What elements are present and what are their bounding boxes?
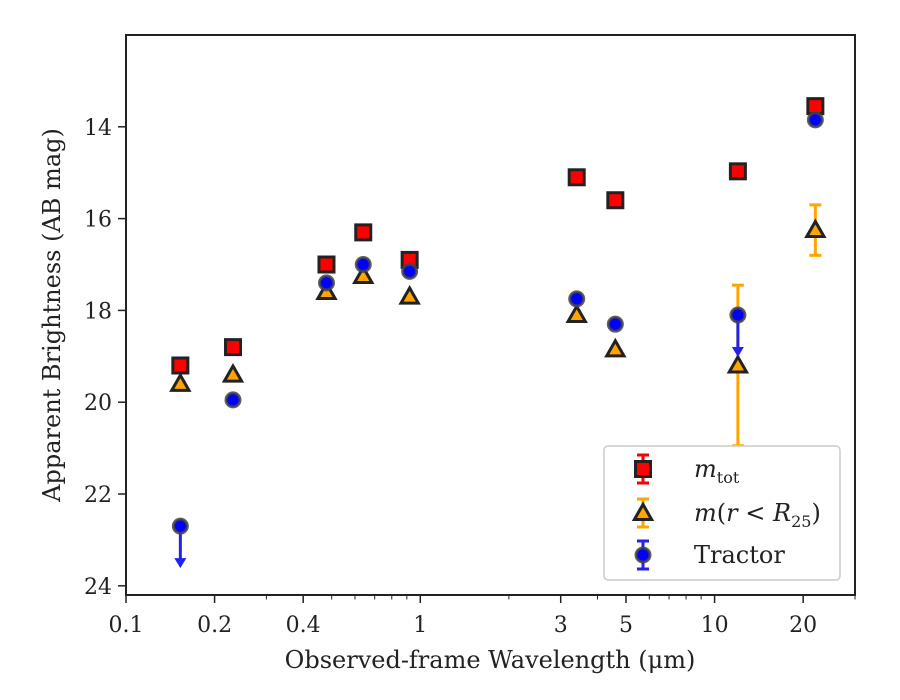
- x-tick-label: 3: [554, 613, 568, 638]
- y-axis: 14 16 18 20 22 24: [84, 116, 126, 600]
- data-point-square: [171, 356, 190, 375]
- series-square: [171, 97, 825, 375]
- data-point-triangle: [565, 303, 588, 323]
- data-point-square: [317, 255, 336, 274]
- data-point-circle: [806, 111, 824, 129]
- data-point-triangle: [169, 372, 192, 392]
- plot-marks: [169, 97, 827, 569]
- data-point-square: [728, 162, 747, 181]
- data-point-square: [224, 338, 243, 357]
- data-point-circle: [354, 256, 372, 274]
- legend-label-tractor: Tractor: [694, 541, 785, 569]
- y-axis-title: Apparent Brightness (AB mag): [38, 128, 66, 503]
- y-tick-label: 24: [84, 575, 112, 600]
- legend-label-mr: m(r < R25): [694, 499, 821, 531]
- data-point-circle: [401, 262, 419, 280]
- data-point-square: [806, 97, 825, 116]
- data-point-circle: [606, 315, 624, 333]
- data-point-triangle: [631, 501, 655, 521]
- data-point-square: [567, 168, 586, 187]
- x-tick-label: 1: [413, 613, 427, 638]
- x-tick-label: 10: [701, 613, 729, 638]
- upper-limit-arrowhead: [174, 558, 187, 569]
- data-point-triangle: [726, 353, 750, 374]
- data-point-circle: [224, 391, 242, 409]
- data-point-circle: [634, 546, 652, 564]
- legend: mtot m(r < R25) Tractor: [603, 445, 841, 581]
- y-tick-label: 18: [84, 299, 112, 324]
- data-point-circle: [568, 290, 586, 308]
- x-tick-label: 5: [619, 613, 633, 638]
- upper-limit-arrowhead: [731, 347, 744, 357]
- data-point-triangle: [398, 284, 421, 305]
- y-tick-label: 22: [84, 483, 112, 508]
- data-point-square: [606, 191, 625, 210]
- x-tick-label: 0.4: [286, 613, 321, 638]
- data-point-circle: [171, 517, 189, 535]
- data-point-circle: [729, 306, 747, 324]
- legend-label-mtot: mtot: [694, 455, 740, 487]
- x-tick-label: 0.2: [197, 613, 232, 638]
- x-axis: 0.1 0.2 0.4 1 3 5 10 20: [109, 595, 856, 638]
- y-tick-label: 14: [84, 116, 112, 141]
- legend-box: [603, 445, 841, 581]
- data-point-triangle: [352, 264, 375, 284]
- data-point-triangle: [221, 363, 245, 383]
- series-circle: [171, 111, 824, 569]
- y-tick-label: 16: [84, 208, 112, 233]
- data-point-triangle: [604, 337, 627, 358]
- y-tick-label: 20: [84, 391, 112, 416]
- data-point-square: [634, 460, 652, 478]
- x-axis-title: Observed-frame Wavelength (μm): [285, 646, 696, 674]
- data-point-triangle: [804, 218, 827, 239]
- data-point-circle: [317, 274, 335, 292]
- x-tick-label: 20: [789, 613, 817, 638]
- data-point-square: [354, 223, 373, 242]
- plot-frame: [125, 34, 856, 596]
- x-tick-label: 0.1: [109, 613, 144, 638]
